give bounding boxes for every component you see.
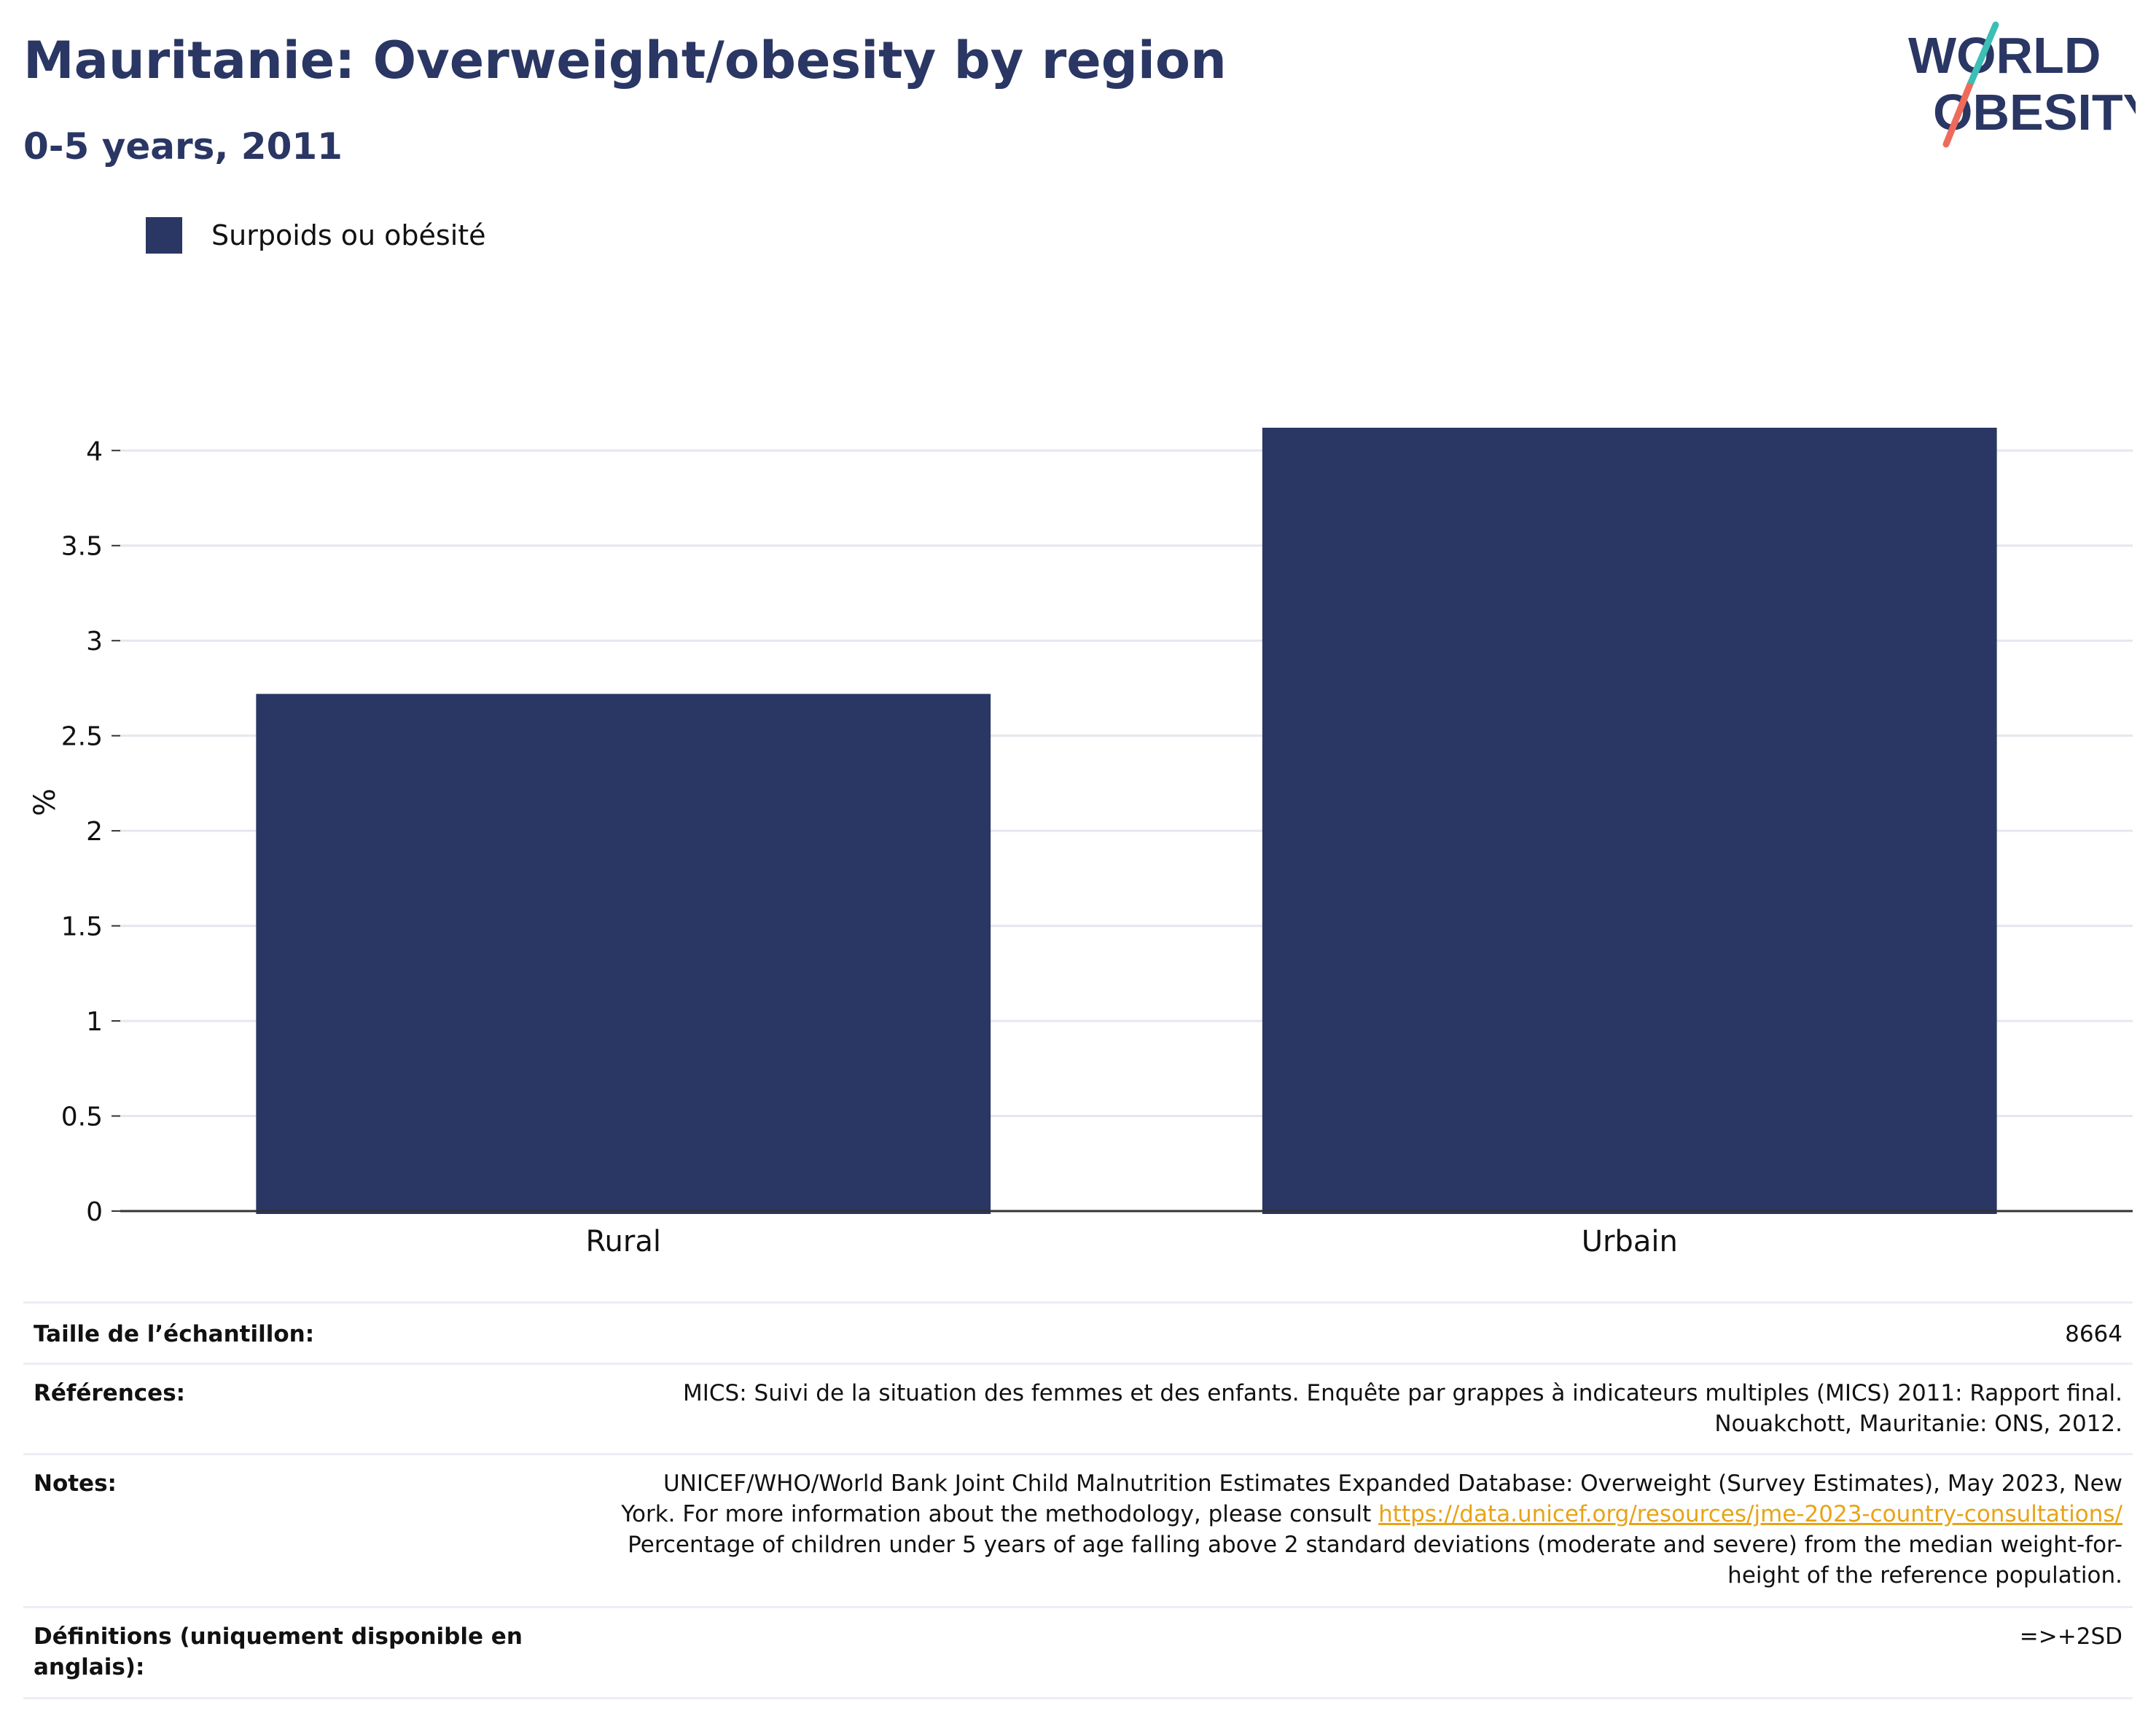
y-tick-label: 0 <box>86 1197 103 1227</box>
notes-line-2-text: York. For more information about the met… <box>621 1501 1379 1527</box>
notes-line-2: York. For more information about the met… <box>621 1499 2122 1530</box>
world-obesity-logo: WORLD OBESITY <box>1908 21 2136 148</box>
references-label: Références: <box>34 1380 186 1406</box>
definitions-label-line-2: anglais): <box>34 1654 145 1680</box>
y-tick-label: 0.5 <box>61 1103 103 1132</box>
y-tick-label: 1 <box>86 1007 103 1037</box>
legend: Surpoids ou obésité <box>146 217 486 254</box>
y-tick-label: 1.5 <box>61 912 103 942</box>
y-tick-label: 2 <box>86 817 103 847</box>
definitions-row: Définitions (uniquement disponible en an… <box>23 1606 2133 1699</box>
x-axis-ticks: Rural Urbain <box>586 1225 1678 1258</box>
bars <box>256 427 1997 1214</box>
references-row: Références: MICS: Suivi de la situation … <box>23 1363 2133 1453</box>
bar-rural <box>256 694 991 1214</box>
sample-size-label: Taille de l’échantillon: <box>34 1321 315 1347</box>
y-axis-label: % <box>28 788 62 816</box>
y-axis-ticks: 0 0.5 1 1.5 2 2.5 3 3.5 4 <box>61 436 120 1227</box>
references-line-2: Nouakchott, Mauritanie: ONS, 2012. <box>1714 1411 2122 1437</box>
references-value: MICS: Suivi de la situation des femmes e… <box>683 1378 2122 1439</box>
sample-size-value: 8664 <box>2065 1321 2122 1347</box>
definitions-label-line-1: Définitions (uniquement disponible en <box>34 1624 523 1650</box>
references-line-1: MICS: Suivi de la situation des femmes e… <box>683 1380 2122 1406</box>
notes-line-3: Percentage of children under 5 years of … <box>628 1532 2122 1558</box>
notes-line-4: height of the reference population. <box>1727 1562 2122 1589</box>
y-tick-label: 3.5 <box>61 532 103 562</box>
methodology-link[interactable]: https://data.unicef.org/resources/jme-20… <box>1378 1501 2122 1527</box>
y-tick-label: 4 <box>86 436 103 466</box>
notes-value: UNICEF/WHO/World Bank Joint Child Malnut… <box>621 1468 2122 1591</box>
sample-size-row: Taille de l’échantillon: 8664 <box>23 1301 2133 1363</box>
bar-urbain <box>1262 427 1997 1214</box>
y-tick-label: 2.5 <box>61 722 103 752</box>
definitions-label: Définitions (uniquement disponible en an… <box>34 1621 523 1683</box>
logo-slash-bottom <box>1942 82 1973 148</box>
notes-row: Notes: UNICEF/WHO/World Bank Joint Child… <box>23 1453 2133 1606</box>
notes-line-1: UNICEF/WHO/World Bank Joint Child Malnut… <box>663 1470 2122 1497</box>
metadata-table: Taille de l’échantillon: 8664 Références… <box>23 1301 2133 1699</box>
bar-chart: 0 0.5 1 1.5 2 2.5 3 3.5 4 Rural Urbain % <box>28 427 2133 1258</box>
notes-label: Notes: <box>34 1470 117 1497</box>
logo-slash-top <box>1966 21 1999 90</box>
chart-title: Mauritanie: Overweight/obesity by region <box>23 31 1227 90</box>
x-tick-label: Rural <box>586 1225 661 1258</box>
x-tick-label: Urbain <box>1582 1225 1678 1258</box>
definitions-value: =>+2SD <box>2019 1624 2122 1650</box>
chart-subtitle: 0-5 years, 2011 <box>23 125 343 168</box>
legend-swatch <box>146 217 182 254</box>
logo-word-world: WORLD <box>1908 27 2101 84</box>
y-tick-label: 3 <box>86 627 103 657</box>
legend-label: Surpoids ou obésité <box>211 219 486 251</box>
